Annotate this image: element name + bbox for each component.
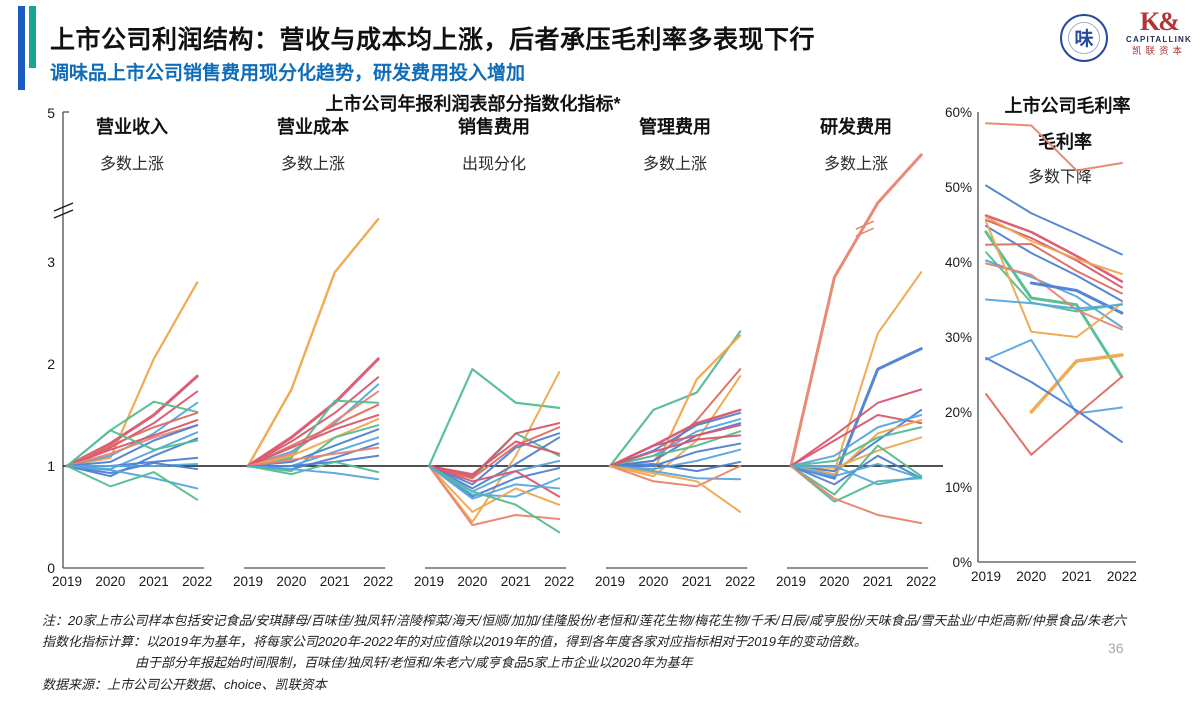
svg-text:2022: 2022 bbox=[363, 574, 393, 589]
svg-text:20%: 20% bbox=[945, 405, 972, 420]
footnote-baseyear: 由于部分年报起始时间限制，百味佳/独凤轩/老恒和/朱老六/咸亨食品5家上市企业以… bbox=[135, 655, 693, 670]
svg-text:2021: 2021 bbox=[863, 574, 893, 589]
footnote-sample: 注：20家上市公司样本包括安记食品/安琪酵母/百味佳/独凤轩/涪陵榨菜/海天/恒… bbox=[42, 613, 1127, 628]
panel-header-rd: 研发费用 bbox=[820, 117, 892, 137]
indexed-chart-title: 上市公司年报利润表部分指数化指标* bbox=[325, 94, 621, 114]
footnote-method: 指数化指标计算：以2019年为基年，将每家公司2020年-2022年的对应值除以… bbox=[42, 634, 867, 649]
svg-text:10%: 10% bbox=[945, 480, 972, 495]
svg-text:2019: 2019 bbox=[414, 574, 444, 589]
svg-text:2022: 2022 bbox=[725, 574, 755, 589]
svg-text:2: 2 bbox=[47, 356, 55, 372]
panel-sub-admin: 多数上涨 bbox=[642, 156, 708, 173]
capitallink-monogram-icon: K& bbox=[1140, 7, 1180, 36]
svg-text:3: 3 bbox=[47, 254, 55, 270]
panel-sub-rd: 多数上涨 bbox=[823, 156, 889, 173]
panel-sub-selling: 出现分化 bbox=[461, 156, 527, 173]
svg-text:5: 5 bbox=[47, 105, 55, 121]
capitallink-cn: 凯联资本 bbox=[1131, 45, 1186, 57]
seal-logo-icon: 味 bbox=[1060, 14, 1108, 62]
accent-bar-teal bbox=[29, 6, 36, 68]
svg-text:30%: 30% bbox=[945, 330, 972, 345]
svg-text:2019: 2019 bbox=[52, 574, 82, 589]
page-title: 上市公司利润结构：营收与成本均上涨，后者承压毛利率多表现下行 bbox=[50, 26, 816, 54]
svg-text:2021: 2021 bbox=[320, 574, 350, 589]
svg-text:2020: 2020 bbox=[276, 574, 306, 589]
svg-text:2019: 2019 bbox=[595, 574, 625, 589]
svg-text:2019: 2019 bbox=[776, 574, 806, 589]
panel-header-cost: 营业成本 bbox=[277, 117, 349, 137]
svg-text:2019: 2019 bbox=[233, 574, 263, 589]
capitallink-logo: K& CAPITALLINK 凯联资本 bbox=[1120, 8, 1198, 57]
svg-text:0: 0 bbox=[47, 560, 55, 576]
svg-text:2020: 2020 bbox=[457, 574, 487, 589]
svg-text:50%: 50% bbox=[945, 180, 972, 195]
margin-chart-title: 上市公司毛利率 bbox=[1004, 96, 1131, 116]
page-number: 36 bbox=[1108, 640, 1124, 656]
capitallink-name: CAPITALLINK bbox=[1126, 35, 1192, 45]
svg-text:2020: 2020 bbox=[819, 574, 849, 589]
svg-text:60%: 60% bbox=[945, 105, 972, 120]
panel-sub-cost: 多数上涨 bbox=[280, 156, 346, 173]
svg-text:2021: 2021 bbox=[1062, 569, 1092, 584]
margin-chart-header: 毛利率 bbox=[1038, 132, 1092, 152]
svg-text:2020: 2020 bbox=[638, 574, 668, 589]
svg-text:2019: 2019 bbox=[971, 569, 1001, 584]
svg-text:2021: 2021 bbox=[682, 574, 712, 589]
margin-chart-sub: 多数下降 bbox=[1027, 169, 1092, 186]
svg-text:2022: 2022 bbox=[544, 574, 574, 589]
panel-header-admin: 管理费用 bbox=[639, 117, 711, 137]
footnote-source: 数据来源：上市公司公开数据、choice、凯联资本 bbox=[42, 677, 327, 692]
panel-header-revenue: 营业收入 bbox=[96, 117, 168, 137]
svg-text:2020: 2020 bbox=[95, 574, 125, 589]
panel-sub-revenue: 多数上涨 bbox=[99, 156, 165, 173]
svg-text:味: 味 bbox=[1074, 28, 1093, 50]
accent-bar-blue bbox=[18, 6, 25, 90]
svg-text:2022: 2022 bbox=[906, 574, 936, 589]
svg-text:1: 1 bbox=[47, 458, 55, 474]
svg-text:0%: 0% bbox=[952, 555, 972, 570]
svg-text:2021: 2021 bbox=[139, 574, 169, 589]
page-subtitle: 调味品上市公司销售费用现分化趋势，研发费用投入增加 bbox=[50, 63, 526, 84]
svg-text:2021: 2021 bbox=[501, 574, 531, 589]
svg-text:2020: 2020 bbox=[1016, 569, 1046, 584]
svg-text:40%: 40% bbox=[945, 255, 972, 270]
seal-logo: 味 bbox=[1058, 12, 1110, 64]
svg-text:2022: 2022 bbox=[1107, 569, 1137, 584]
svg-text:2022: 2022 bbox=[182, 574, 212, 589]
panel-header-selling: 销售费用 bbox=[458, 117, 530, 137]
